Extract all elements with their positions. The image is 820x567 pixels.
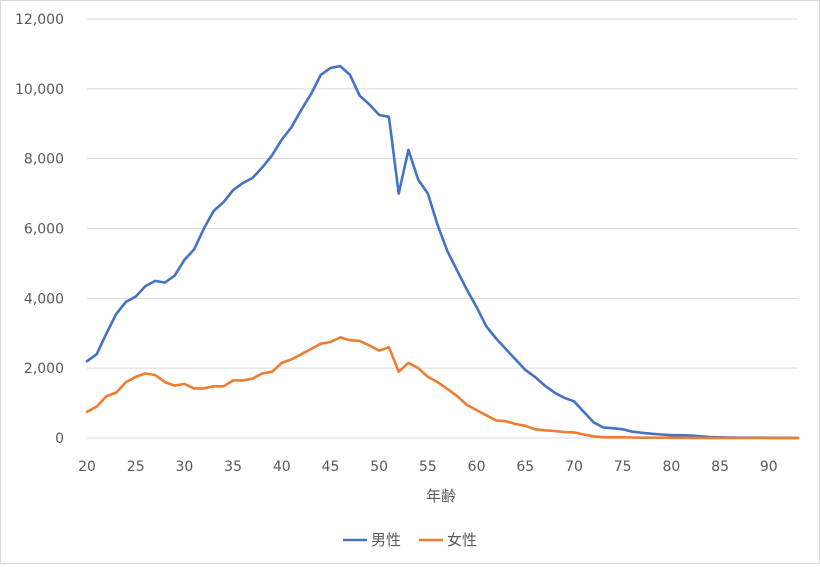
y-tick-label: 4,000 [24, 291, 64, 307]
y-tick-label: 0 [55, 431, 64, 447]
x-tick-label: 85 [711, 459, 729, 475]
x-tick-label: 75 [614, 459, 632, 475]
series-line-0 [85, 64, 800, 440]
y-axis-ticks: 0 2,000 4,000 6,000 8,000 10,000 12,000 [15, 12, 64, 447]
series-lines [85, 64, 800, 440]
x-tick-label: 80 [662, 459, 680, 475]
x-tick-label: 60 [468, 459, 486, 475]
x-tick-label: 30 [175, 459, 193, 475]
x-tick-label: 55 [419, 459, 437, 475]
x-tick-label: 25 [127, 459, 145, 475]
y-tick-label: 10,000 [15, 82, 64, 98]
x-tick-label: 35 [224, 459, 242, 475]
x-tick-label: 90 [760, 459, 778, 475]
x-tick-label: 45 [322, 459, 340, 475]
legend-label-0: 男性 [371, 531, 401, 549]
legend-label-1: 女性 [447, 531, 477, 549]
x-tick-label: 70 [565, 459, 583, 475]
gridlines [87, 18, 798, 439]
x-axis-title: 年齢 [426, 487, 456, 505]
x-tick-label: 65 [516, 459, 534, 475]
x-tick-label: 50 [370, 459, 388, 475]
legend: 男性 女性 [343, 531, 477, 549]
x-tick-label: 40 [273, 459, 291, 475]
y-tick-label: 8,000 [24, 152, 64, 168]
y-tick-label: 2,000 [24, 361, 64, 377]
y-tick-label: 12,000 [15, 12, 64, 28]
x-tick-label: 20 [78, 459, 96, 475]
x-axis-ticks: 20 25 30 35 40 45 50 55 60 65 70 75 80 85 90 [78, 459, 778, 475]
y-tick-label: 6,000 [24, 222, 64, 238]
series-line-1 [85, 336, 800, 440]
